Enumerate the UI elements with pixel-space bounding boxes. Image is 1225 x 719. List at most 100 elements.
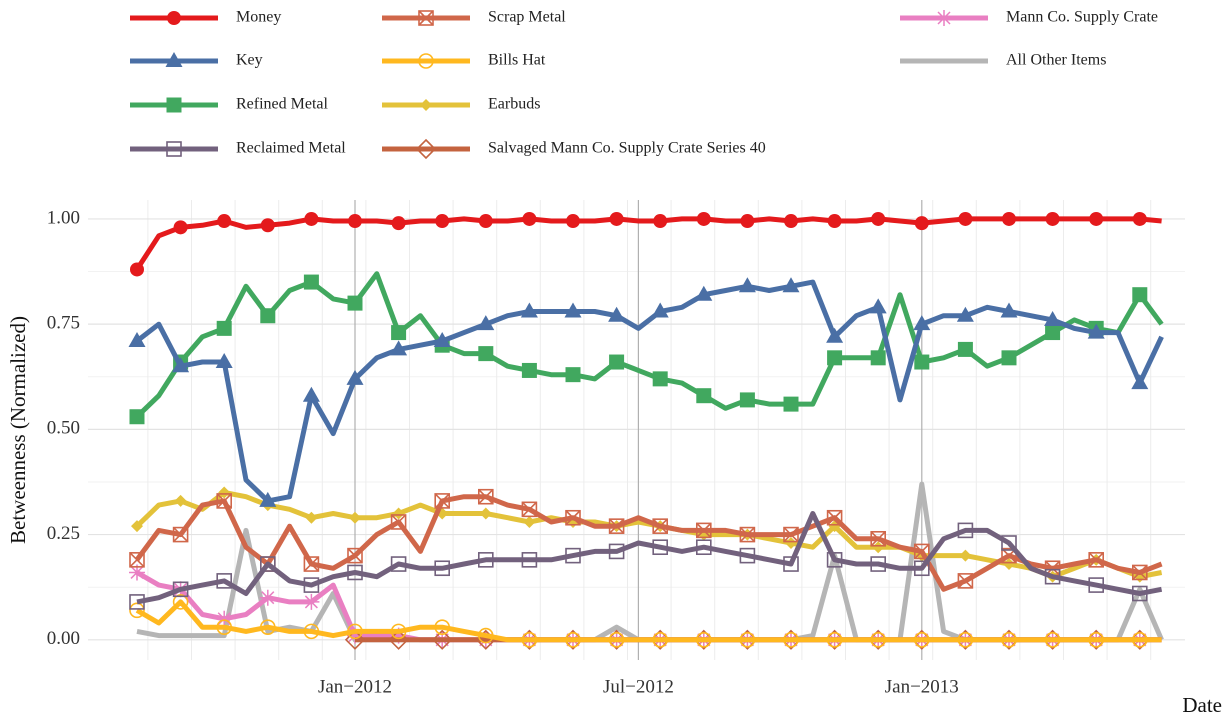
marker [260, 308, 276, 324]
marker-shape [128, 331, 146, 347]
marker-shape [957, 573, 973, 589]
marker [957, 573, 974, 589]
marker-shape [166, 97, 182, 113]
marker [129, 409, 145, 425]
marker-shape [303, 556, 319, 572]
marker [128, 331, 146, 347]
marker-shape [521, 362, 537, 378]
marker [347, 564, 363, 581]
marker-shape [129, 602, 145, 619]
marker [1003, 558, 1015, 571]
marker-shape [420, 99, 432, 111]
marker [478, 346, 494, 362]
marker-shape [872, 541, 885, 554]
marker [608, 306, 626, 322]
marker [608, 518, 625, 534]
marker [259, 619, 276, 635]
marker [216, 610, 233, 627]
marker-shape [1132, 585, 1148, 602]
legend-item: Mann Co. Supply Crate [900, 9, 1158, 26]
marker-shape [739, 526, 756, 543]
marker [520, 302, 538, 318]
marker-shape [392, 507, 405, 520]
marker [783, 556, 799, 572]
marker-shape [608, 543, 625, 560]
marker-shape [1087, 323, 1105, 339]
marker-shape [521, 501, 538, 518]
marker-shape [608, 518, 625, 534]
marker-shape [871, 211, 886, 226]
series [129, 594, 1162, 648]
marker [566, 214, 580, 229]
marker [913, 543, 930, 560]
marker [521, 362, 537, 378]
marker [477, 627, 494, 644]
marker-shape [166, 141, 182, 157]
marker-shape [957, 573, 974, 589]
marker-shape [167, 11, 181, 25]
marker-shape [696, 522, 712, 538]
marker [870, 556, 887, 572]
marker [652, 631, 669, 648]
marker [172, 357, 190, 373]
marker-shape [216, 493, 232, 509]
marker-shape [566, 214, 580, 229]
marker-shape [347, 295, 363, 311]
marker [216, 320, 232, 336]
marker [391, 325, 407, 341]
marker [260, 218, 275, 233]
marker-shape [303, 577, 320, 593]
marker-shape [303, 593, 320, 610]
marker [129, 594, 145, 610]
marker-shape [827, 350, 843, 366]
marker [173, 220, 188, 235]
marker [522, 211, 537, 226]
marker-shape [477, 627, 494, 644]
marker [870, 631, 887, 648]
marker [302, 386, 320, 402]
marker-shape [695, 522, 712, 539]
legend-item: Reclaimed Metal [130, 140, 346, 157]
marker [479, 507, 492, 520]
marker [826, 631, 843, 648]
marker [913, 560, 930, 577]
marker-shape [913, 315, 931, 331]
marker [869, 298, 887, 314]
marker [392, 507, 405, 520]
marker-shape [827, 214, 842, 229]
marker [959, 549, 972, 562]
marker [1131, 374, 1149, 390]
marker [695, 285, 713, 301]
marker-shape [1088, 552, 1104, 568]
marker-shape [652, 539, 669, 556]
marker [608, 543, 625, 560]
marker [936, 10, 952, 26]
marker [129, 564, 145, 581]
marker [418, 10, 434, 26]
marker-shape [738, 277, 756, 293]
marker [783, 526, 799, 543]
marker [565, 631, 581, 648]
marker-shape [913, 631, 930, 648]
marker [956, 306, 974, 322]
marker-shape [696, 388, 712, 404]
marker [434, 619, 451, 635]
marker-shape [696, 211, 711, 226]
marker-shape [959, 549, 972, 562]
marker [165, 52, 183, 67]
marker-shape [390, 623, 407, 640]
marker [344, 629, 366, 650]
marker-shape [1044, 310, 1062, 326]
marker [652, 539, 669, 556]
marker-shape [259, 619, 276, 635]
x-tick-label: Jul−2012 [603, 676, 674, 697]
marker-shape [1001, 350, 1017, 366]
marker-shape [1089, 211, 1104, 226]
x-tick-label: Jan−2012 [318, 676, 392, 697]
marker [172, 594, 189, 610]
marker-shape [434, 560, 451, 577]
marker [166, 97, 182, 113]
series [128, 277, 1164, 507]
marker [1002, 211, 1016, 226]
marker-shape [303, 274, 319, 290]
